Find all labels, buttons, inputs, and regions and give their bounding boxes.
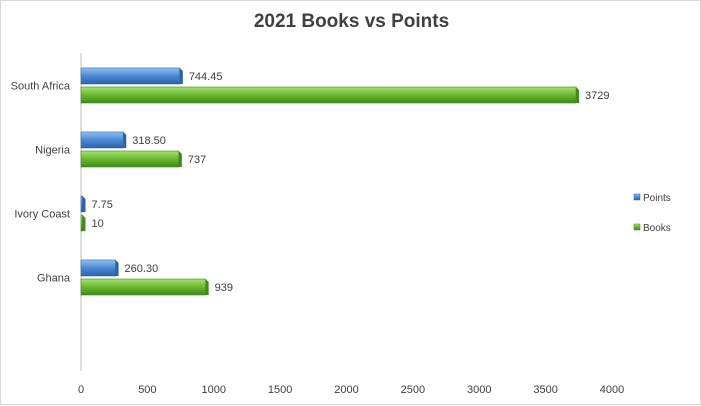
bar-books: [80, 150, 180, 168]
x-tick-label: 1000: [202, 384, 226, 396]
data-label-books: 10: [92, 218, 104, 230]
legend-label-points: Points: [643, 193, 671, 204]
data-label-points: 7.75: [92, 199, 113, 211]
data-label-books: 3729: [585, 90, 609, 102]
bar-points: [80, 195, 83, 213]
y-category-label: Ghana: [37, 273, 71, 285]
y-category-label: Nigeria: [35, 145, 71, 157]
bar-end-cap: [179, 68, 183, 84]
bar-books: [80, 86, 577, 104]
x-tick-label: 2000: [334, 384, 358, 396]
bar-end-cap: [576, 87, 580, 103]
bar-end-cap: [205, 279, 209, 295]
data-label-points: 260.30: [125, 263, 159, 275]
chart-title: 2021 Books vs Points: [253, 11, 450, 32]
x-tick-label: 3000: [467, 384, 491, 396]
x-tick-label: 2500: [401, 384, 425, 396]
legend-label-books: Books: [643, 223, 671, 234]
x-tick-label: 500: [138, 384, 156, 396]
data-label-points: 318.50: [132, 135, 166, 147]
bar-books: [80, 278, 206, 296]
data-label-points: 744.45: [189, 71, 223, 83]
y-category-label: Ivory Coast: [14, 209, 70, 221]
data-label-books: 939: [215, 282, 233, 294]
bar-end-cap: [115, 260, 119, 276]
bar-end-cap: [123, 132, 127, 148]
bar-points: [80, 67, 181, 85]
bar-end-cap: [178, 151, 182, 167]
x-tick-label: 1500: [268, 384, 292, 396]
bar-books: [80, 214, 83, 232]
x-tick-label: 4000: [600, 384, 624, 396]
legend-swatch-points: [633, 193, 641, 201]
data-label-books: 737: [188, 154, 206, 166]
bar-end-cap: [82, 215, 86, 231]
y-category-label: South Africa: [11, 81, 71, 93]
bar-points: [80, 259, 116, 277]
x-tick-label: 3500: [533, 384, 557, 396]
legend-swatch-books: [633, 223, 641, 231]
bar-points: [80, 131, 124, 149]
x-tick-label: 0: [78, 384, 84, 396]
bar-end-cap: [82, 196, 86, 212]
